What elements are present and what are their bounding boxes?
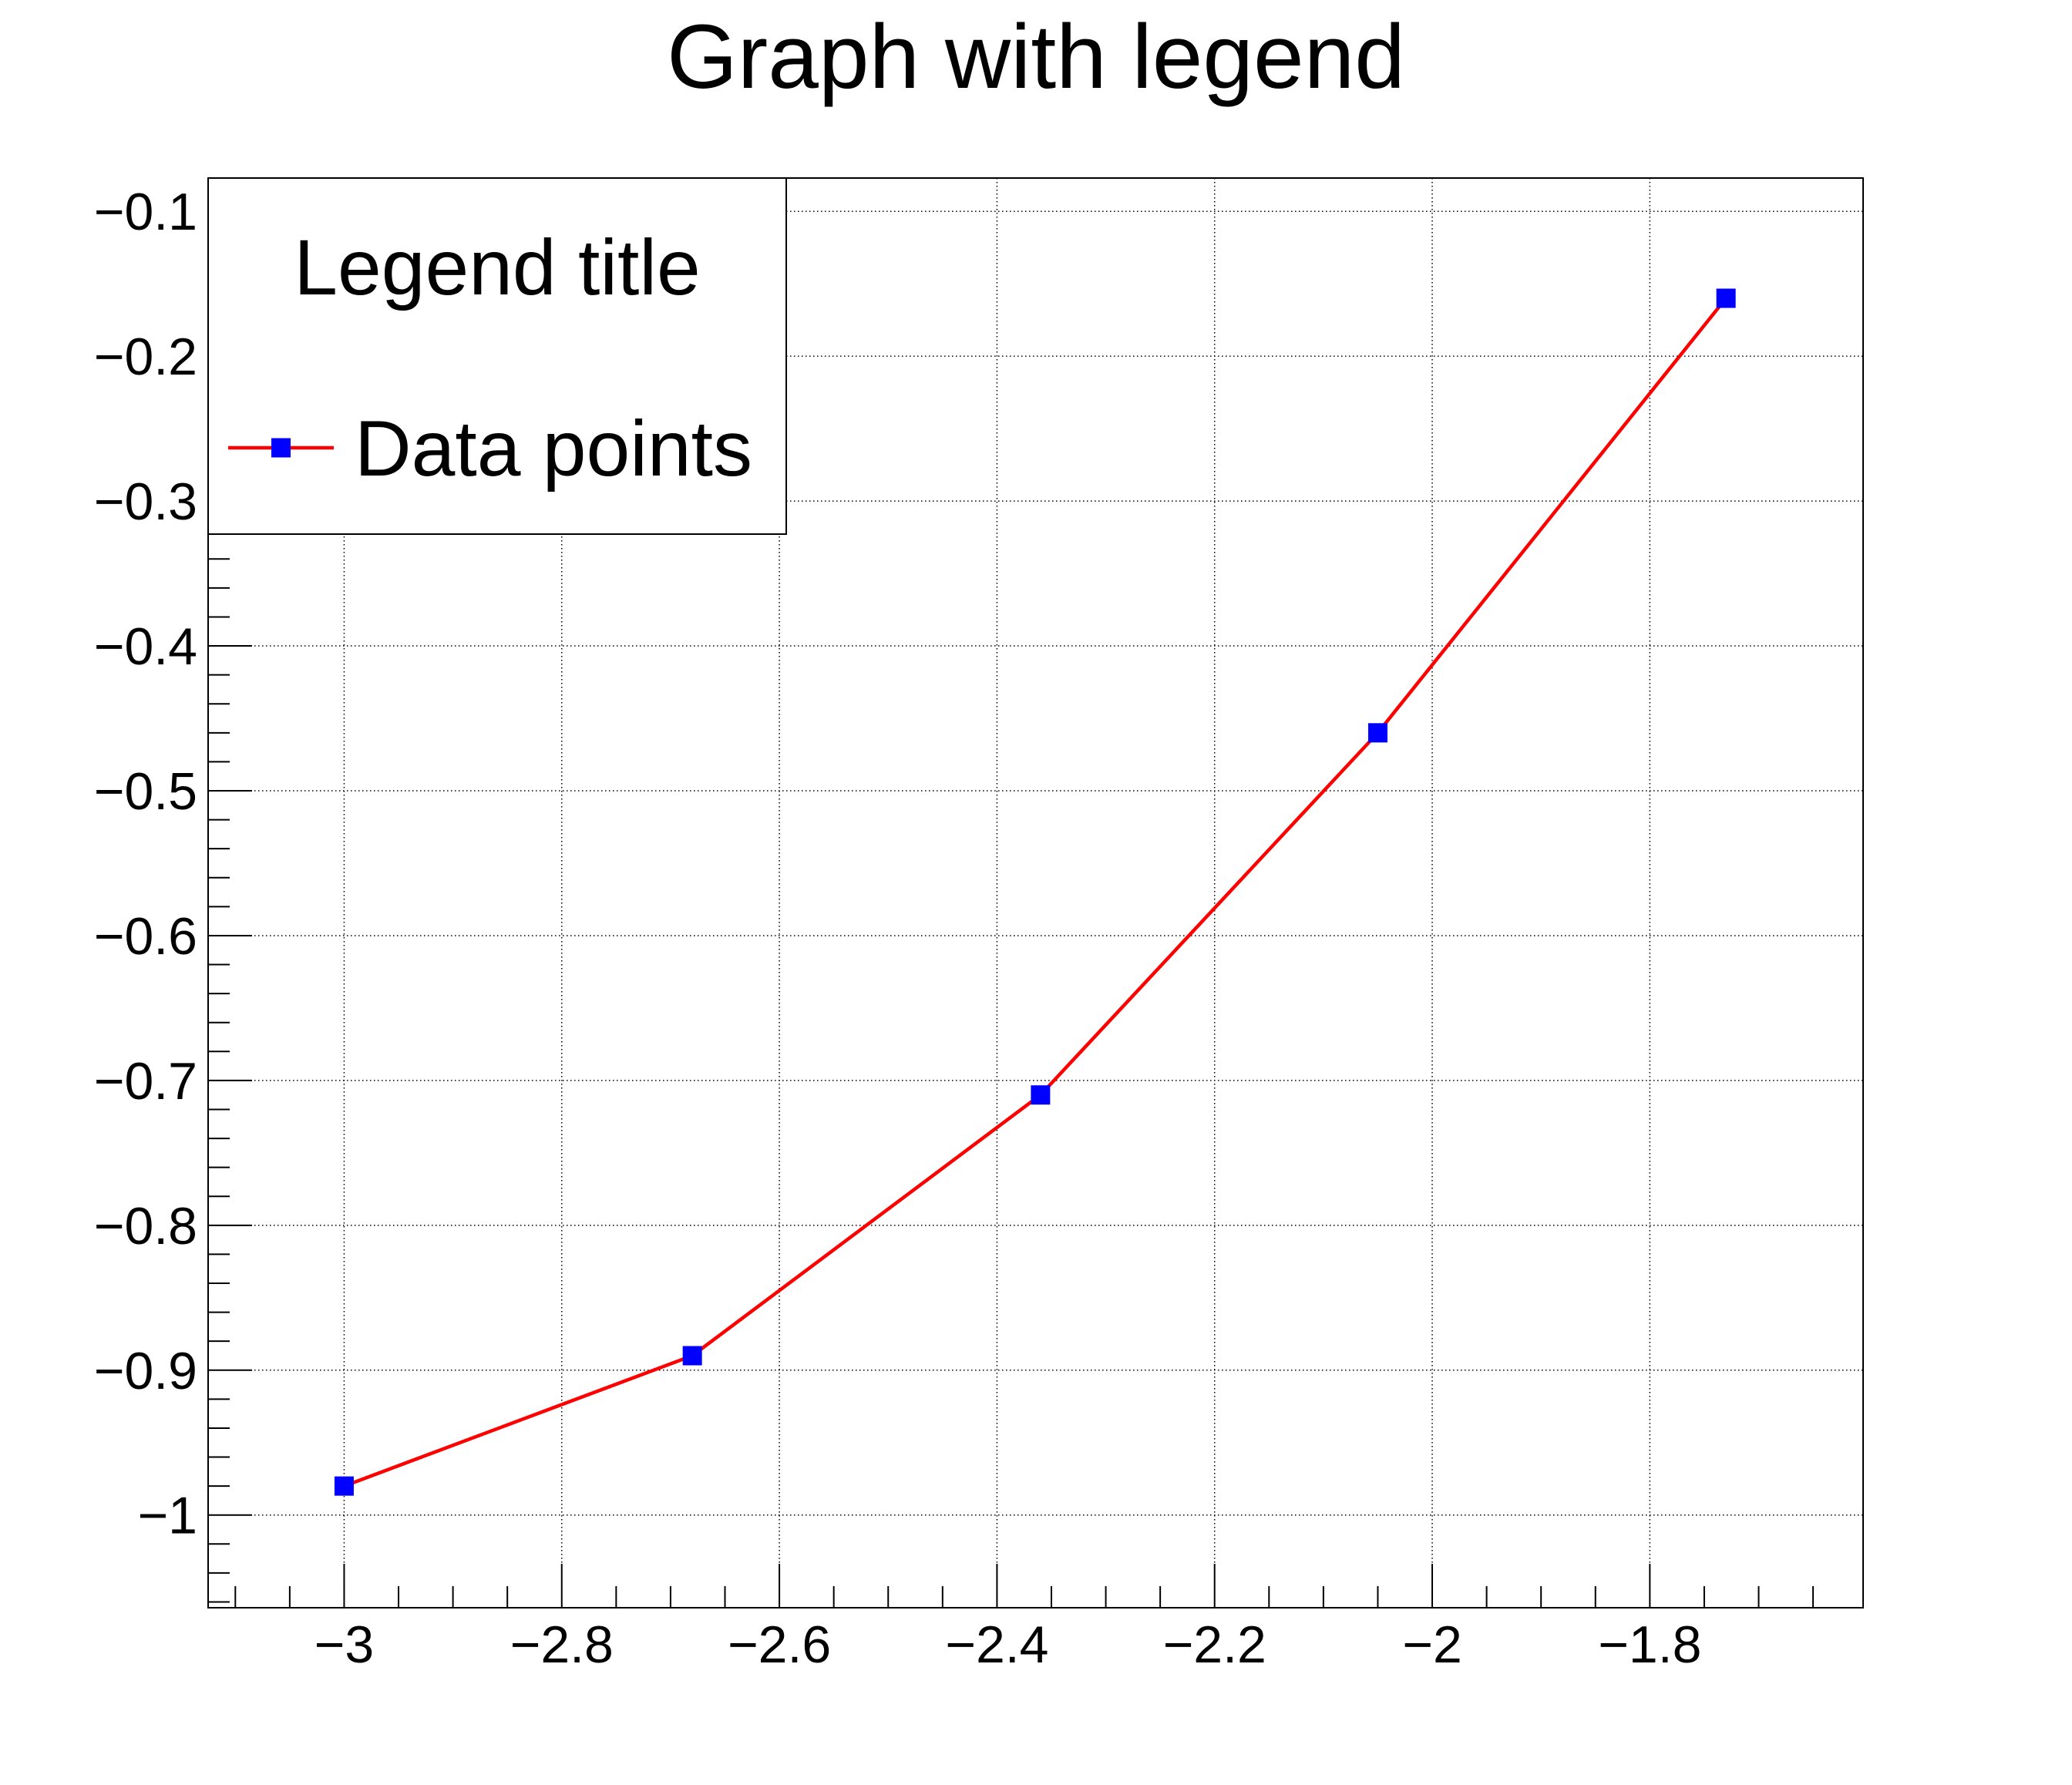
data-point-marker <box>1716 288 1736 308</box>
legend-box <box>207 177 787 535</box>
x-tick-label: −2.8 <box>510 1615 614 1674</box>
data-series <box>334 288 1736 1496</box>
x-tick-label: −2 <box>1402 1615 1462 1674</box>
y-axis-tick-labels: −0.1 −0.2 −0.3 −0.4 −0.5 −0.6 −0.7 −0.8 −0.9 −1 <box>94 183 197 1545</box>
y-tick-label: −0.5 <box>94 762 197 821</box>
y-tick-label: −0.2 <box>94 328 197 386</box>
x-tick-label: −2.6 <box>728 1615 831 1674</box>
y-tick-label: −0.9 <box>94 1342 197 1400</box>
x-tick-label: −2.2 <box>1163 1615 1266 1674</box>
legend-sample-marker-icon <box>271 438 291 458</box>
y-tick-label: −0.6 <box>94 907 197 966</box>
data-point-marker <box>334 1476 354 1496</box>
legend-title: Legend title <box>294 224 700 311</box>
legend-entry-label: Data points <box>355 405 752 492</box>
y-tick-label: −0.8 <box>94 1197 197 1256</box>
plot-frame <box>207 177 1864 1609</box>
y-tick-label: −0.4 <box>94 617 197 676</box>
data-point-marker <box>1367 723 1388 743</box>
x-tick-label: −2.4 <box>945 1615 1048 1674</box>
x-tick-label: −1.8 <box>1598 1615 1701 1674</box>
data-point-marker <box>1031 1085 1051 1105</box>
data-point-marker <box>682 1346 702 1366</box>
y-tick-label: −0.7 <box>94 1052 197 1111</box>
x-tick-label: −3 <box>314 1615 375 1674</box>
legend: Legend title Data points <box>207 177 787 535</box>
y-tick-label: −0.1 <box>94 183 197 241</box>
y-tick-label: −1 <box>137 1487 197 1545</box>
chart-title: Graph with legend <box>667 6 1405 108</box>
y-tick-label: −0.3 <box>94 472 197 531</box>
x-axis-tick-labels: −3 −2.8 −2.6 −2.4 −2.2 −2 −1.8 <box>314 1615 1702 1674</box>
gridlines <box>208 178 1863 1608</box>
